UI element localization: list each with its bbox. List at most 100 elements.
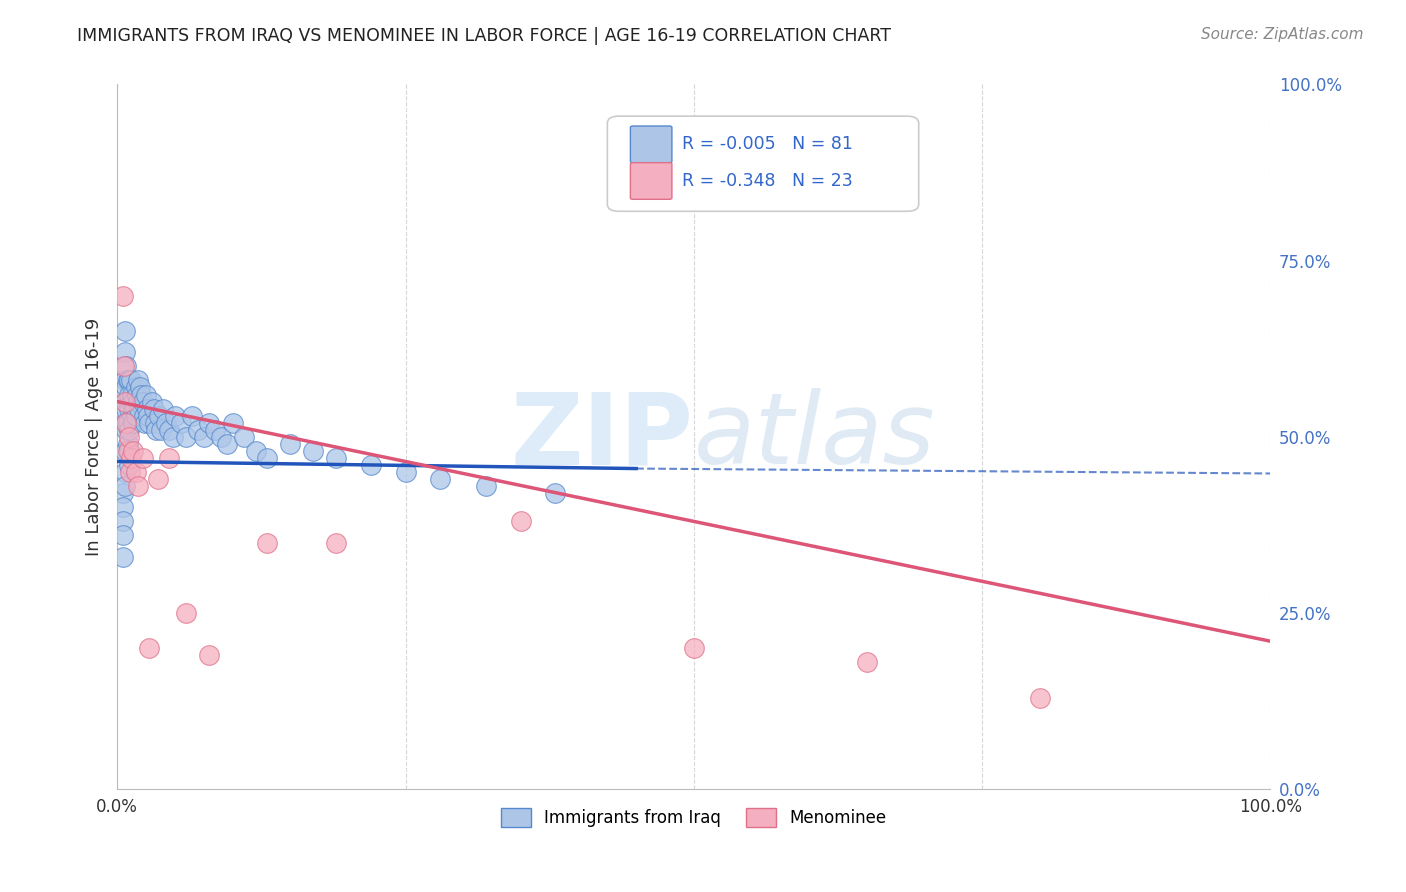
Point xyxy=(198,416,221,430)
Point xyxy=(325,535,347,549)
Point xyxy=(118,444,141,458)
Point xyxy=(209,430,232,444)
Point xyxy=(278,437,301,451)
Point xyxy=(135,387,157,401)
Point xyxy=(114,394,136,409)
Point xyxy=(145,423,167,437)
Point xyxy=(118,401,141,416)
Point xyxy=(157,450,180,465)
Point xyxy=(127,394,149,409)
Point xyxy=(187,423,209,437)
Point xyxy=(111,289,134,303)
Point xyxy=(124,409,146,423)
Point xyxy=(138,416,160,430)
Point xyxy=(475,479,498,493)
Point xyxy=(118,458,141,472)
Point xyxy=(118,465,141,479)
Point xyxy=(115,359,138,374)
Point xyxy=(198,648,221,663)
Point xyxy=(136,409,159,423)
Point xyxy=(124,401,146,416)
Point xyxy=(114,465,136,479)
Point xyxy=(124,465,146,479)
Point xyxy=(122,394,145,409)
Point xyxy=(544,486,567,500)
Point xyxy=(115,380,138,394)
Point xyxy=(114,345,136,359)
Point xyxy=(122,444,145,458)
Point xyxy=(394,465,416,479)
Point xyxy=(143,416,166,430)
Point xyxy=(117,416,139,430)
Point xyxy=(429,472,451,486)
Point xyxy=(131,394,153,409)
Point xyxy=(682,641,704,656)
Point xyxy=(221,416,243,430)
Point xyxy=(509,515,531,529)
Point xyxy=(128,401,150,416)
Point xyxy=(118,430,141,444)
Point xyxy=(325,450,347,465)
Point xyxy=(117,374,139,388)
Point xyxy=(117,394,139,409)
Point xyxy=(114,479,136,493)
Point xyxy=(856,656,879,670)
FancyBboxPatch shape xyxy=(607,116,918,211)
Point xyxy=(134,416,156,430)
Point xyxy=(118,374,141,388)
Point xyxy=(181,409,204,423)
Point xyxy=(118,423,141,437)
Point xyxy=(176,606,198,620)
Point xyxy=(111,515,134,529)
Text: atlas: atlas xyxy=(693,388,935,485)
Point xyxy=(132,409,155,423)
Point xyxy=(245,444,267,458)
Point xyxy=(115,401,138,416)
Point xyxy=(138,641,160,656)
Point xyxy=(124,380,146,394)
Point xyxy=(120,374,142,388)
Point xyxy=(121,409,143,423)
Point xyxy=(152,401,174,416)
Point xyxy=(157,423,180,437)
Point xyxy=(118,387,141,401)
Y-axis label: In Labor Force | Age 16-19: In Labor Force | Age 16-19 xyxy=(86,318,103,556)
Point xyxy=(120,450,142,465)
Point xyxy=(127,374,149,388)
Point xyxy=(150,423,173,437)
FancyBboxPatch shape xyxy=(630,162,672,199)
Point xyxy=(117,444,139,458)
Point xyxy=(129,380,152,394)
Point xyxy=(204,423,226,437)
Point xyxy=(131,450,153,465)
Point xyxy=(111,500,134,515)
Point xyxy=(148,409,170,423)
Point xyxy=(121,387,143,401)
Point xyxy=(114,444,136,458)
Text: ZIP: ZIP xyxy=(510,388,693,485)
Text: R = -0.005   N = 81: R = -0.005 N = 81 xyxy=(682,136,853,153)
Text: R = -0.348   N = 23: R = -0.348 N = 23 xyxy=(682,172,853,190)
Point xyxy=(112,359,135,374)
Point xyxy=(1029,690,1052,705)
Legend: Immigrants from Iraq, Menominee: Immigrants from Iraq, Menominee xyxy=(495,801,893,834)
Point xyxy=(114,374,136,388)
Point xyxy=(127,479,149,493)
Point xyxy=(141,394,163,409)
Point xyxy=(131,387,153,401)
Point xyxy=(302,444,325,458)
Point xyxy=(115,416,138,430)
Point xyxy=(143,401,166,416)
Point xyxy=(155,416,177,430)
Point xyxy=(169,416,191,430)
Point xyxy=(114,394,136,409)
Point xyxy=(114,416,136,430)
Point xyxy=(111,528,134,542)
Point xyxy=(360,458,382,472)
Point xyxy=(193,430,215,444)
Point xyxy=(215,437,238,451)
Point xyxy=(115,423,138,437)
Point xyxy=(125,387,148,401)
Point xyxy=(256,450,278,465)
Point xyxy=(233,430,256,444)
